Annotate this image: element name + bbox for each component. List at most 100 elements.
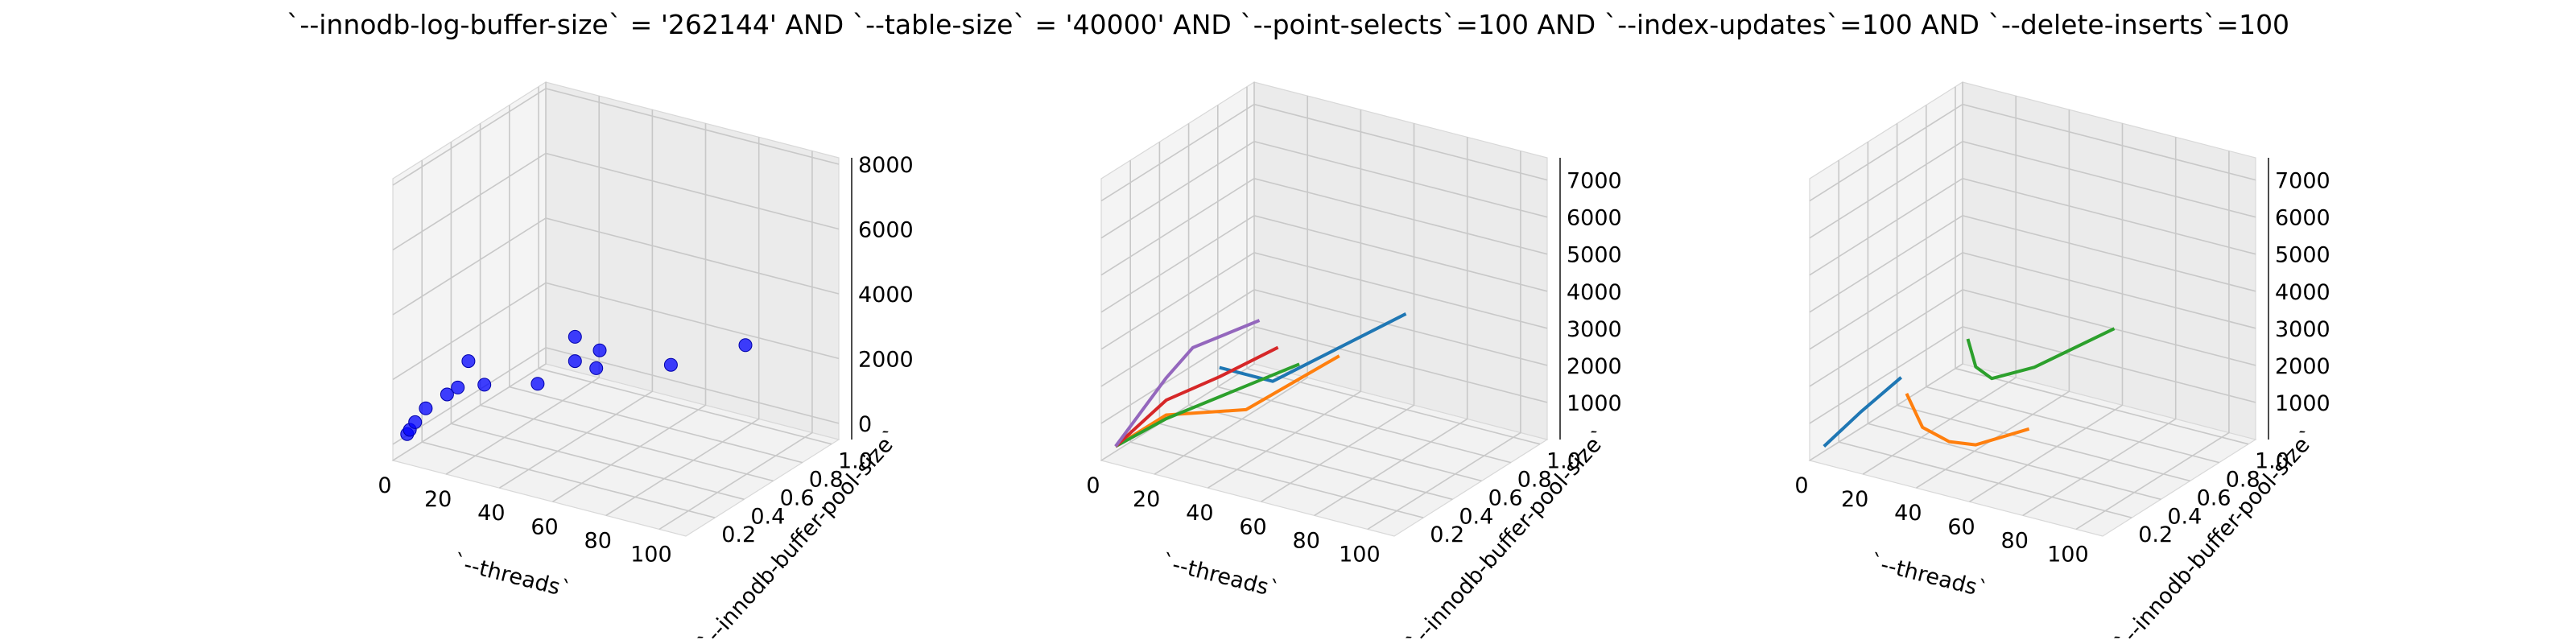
y-tick-label: 0.4 [2167,504,2202,529]
x-grid-line [392,82,547,461]
x-grid-line [605,137,760,517]
series-line [1114,319,1261,448]
x-grid-line [498,109,654,489]
y-grid-line [1896,123,2190,482]
series-line [1114,362,1300,448]
z-tick-label: 2000 [2275,354,2330,379]
x-tick-label: 20 [424,487,452,512]
subplot-2-panes [1100,80,1549,537]
z-tick-label: 4000 [1567,280,1622,305]
subplot-3-panes [1808,80,2257,537]
z-grid-line [1100,103,1548,202]
z-grid-line [1100,289,1548,387]
y-grid-line [1838,160,2132,518]
z-tick-label: 6000 [1567,206,1622,231]
subplot-1-grid [392,82,840,530]
x-grid-line [552,123,707,502]
z-tick-label: 6000 [858,218,914,243]
subplot-2-marks [1114,312,1407,448]
subplot-2-ticks: 0 20 40 60 80 100 0.20.40.60.81.0 1000 2000 3000 4… [1086,158,1622,567]
z-tick-label: 4000 [2275,280,2330,305]
y-tick-label: 0.6 [780,485,815,510]
series-line [1966,327,2116,381]
y-tick-label: 0.4 [1459,504,1493,529]
x-grid-line [2022,137,2177,517]
z-grid-line [392,88,840,186]
scatter-point [451,380,465,394]
z-grid-line [1809,326,2256,424]
x-grid-line [2075,151,2230,530]
y-tick-label: 0.2 [2138,522,2173,547]
y-tick-label: 0.8 [2226,468,2260,493]
subplot-3-ticks: 0 20 40 60 80 100 0.20.40.60.81.0 1000 2000 3000 4… [1794,158,2330,567]
scatter-point [461,354,476,369]
z-grid-line [1100,214,1548,313]
x-grid-line [1207,109,1362,489]
x-grid-line [1314,137,1468,517]
scatter-point [440,387,454,402]
x-tick-label: 80 [1293,528,1320,553]
y-tick-label: 0.4 [750,504,785,529]
x-tick-label: 80 [2001,528,2029,553]
z-tick-label: 4000 [858,283,914,308]
scatter-point [408,415,423,429]
subplot-2: 0 20 40 60 80 100 0.20.40.60.81.0 1000 2000 3000 4… [1086,80,1622,644]
x-tick-label: 100 [2047,542,2089,567]
z-grid-line [1100,177,1548,276]
subplot-1-xlabel: `--threads` [451,550,573,603]
y-grid-line [1187,123,1482,482]
scatter-point [477,378,492,392]
z-grid-line [1809,251,2256,350]
z-grid-line [1100,251,1548,350]
subplot-3: 0 20 40 60 80 100 0.20.40.60.81.0 1000 2000 3000 4… [1794,80,2330,644]
y-grid-line [1217,105,1512,464]
series-line [1114,345,1279,448]
x-grid-line [445,96,601,475]
x-tick-label: 0 [378,473,391,498]
y-grid-line [1246,86,1541,445]
x-tick-label: 20 [1133,487,1160,512]
scatter-point [592,343,607,357]
y-grid-line [421,160,716,518]
y-grid-line [1955,86,2249,445]
series-line [1905,393,2030,447]
y-tick-label: 0.6 [2197,485,2231,510]
scatter-point [530,377,545,391]
z-grid-line [392,347,840,445]
x-tick-label: 40 [1186,501,1213,526]
scatter-point [663,357,678,372]
subplot-2-xlabel: `--threads` [1159,550,1282,603]
y-grid-line [479,123,774,482]
x-tick-label: 0 [1794,473,1808,498]
z-tick-label: 5000 [2275,243,2330,268]
x-tick-label: 60 [530,514,558,539]
z-tick-label: 3000 [2275,317,2330,342]
y-tick-label: 1.0 [2255,449,2289,474]
z-grid-line [1809,140,2256,239]
y-grid-line [450,142,745,501]
y-tick-label: 0.8 [809,468,844,493]
y-tick-label: 0.6 [1488,485,1523,510]
z-grid-line [1809,103,2256,202]
x-grid-line [1100,82,1255,461]
z-tick-label: 1000 [2275,391,2330,416]
z-grid-line [1809,289,2256,387]
z-tick-label: 5000 [1567,243,1622,268]
x-tick-label: 40 [1894,501,1922,526]
z-tick-label: 7000 [1567,169,1622,194]
figure-title: `--innodb-log-buffer-size` = '262144' AN… [287,9,2289,40]
x-tick-label: 100 [630,542,672,567]
series-line [1114,354,1340,448]
x-grid-line [1862,96,2017,475]
z-tick-label: 3000 [1567,317,1622,342]
z-tick-label: 0 [858,412,872,437]
z-tick-label: 2000 [1567,354,1622,379]
x-grid-line [658,151,813,530]
z-tick-label: 2000 [858,347,914,372]
x-grid-line [1154,96,1308,475]
x-grid-line [1809,82,1963,461]
z-grid-line [392,217,840,316]
scatter-point [738,338,753,353]
subplot-1-marks [400,329,753,441]
